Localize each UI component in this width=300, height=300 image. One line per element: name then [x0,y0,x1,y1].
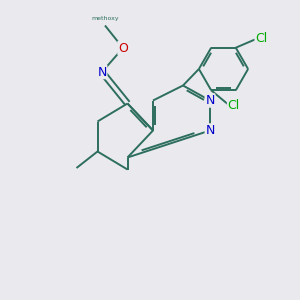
Text: N: N [205,124,215,137]
Text: Cl: Cl [228,99,240,112]
Text: methoxy: methoxy [91,16,119,21]
Text: N: N [205,94,215,107]
Text: N: N [97,65,107,79]
Text: O: O [118,41,128,55]
Text: Cl: Cl [255,32,267,45]
